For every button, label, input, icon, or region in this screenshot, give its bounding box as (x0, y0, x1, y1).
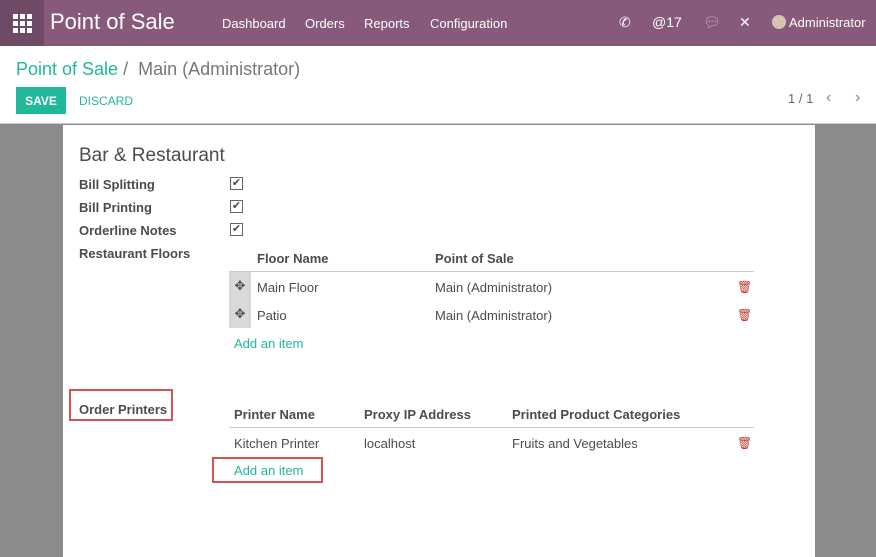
divider (229, 271, 754, 272)
chevron-left-icon[interactable]: ‹ (826, 89, 832, 106)
table-cell[interactable]: Main (Administrator) (435, 280, 553, 295)
chat-icon[interactable]: 💬︎ (703, 14, 721, 30)
field-label: Order Printers (79, 402, 168, 417)
divider (229, 427, 754, 428)
avatar (772, 15, 786, 29)
table-cell[interactable]: Kitchen Printer (234, 436, 320, 451)
add-floor-link[interactable]: Add an item (234, 336, 304, 351)
field-label: Restaurant Floors (79, 246, 191, 261)
column-header: Proxy IP Address (364, 407, 471, 422)
pager-value: 1 / 1 (788, 91, 814, 106)
control-panel: Point of Sale / Main (Administrator) SAV… (0, 46, 876, 124)
apps-menu-button[interactable] (0, 0, 44, 46)
menu-dashboard[interactable]: Dashboard (222, 16, 286, 31)
menu-reports[interactable]: Reports (364, 16, 410, 31)
user-menu[interactable]: Administrator (772, 15, 866, 30)
breadcrumb-root[interactable]: Point of Sale (16, 59, 119, 79)
breadcrumb-separator: / (123, 59, 129, 79)
mentions-count: 17 (666, 14, 682, 30)
breadcrumb: Point of Sale / Main (Administrator) (16, 59, 300, 80)
highlight-box (69, 389, 173, 421)
bill-splitting-checkbox[interactable]: ✔ (230, 177, 243, 190)
form-sheet: Bar & Restaurant Bill Splitting ✔ Bill P… (63, 125, 815, 557)
user-name: Administrator (789, 15, 866, 30)
tools-icon[interactable]: ✕ (739, 14, 751, 30)
drag-handle-icon[interactable]: ✥ (229, 300, 251, 328)
table-cell[interactable]: Main Floor (257, 280, 319, 295)
trash-icon[interactable]: 🗑︎ (737, 308, 753, 322)
trash-icon[interactable]: 🗑︎ (737, 436, 753, 450)
trash-icon[interactable]: 🗑︎ (737, 280, 753, 294)
save-button[interactable]: SAVE (16, 87, 66, 114)
orderline-notes-checkbox[interactable]: ✔ (230, 223, 243, 236)
menu-orders[interactable]: Orders (305, 16, 345, 31)
column-header: Printed Product Categories (512, 407, 681, 422)
field-label: Bill Splitting (79, 177, 155, 192)
chevron-right-icon[interactable]: › (855, 89, 861, 106)
discard-button[interactable]: DISCARD (79, 94, 134, 108)
menu-configuration[interactable]: Configuration (430, 16, 508, 31)
column-header: Point of Sale (435, 251, 514, 266)
column-header: Floor Name (257, 251, 329, 266)
breadcrumb-current: Main (Administrator) (138, 59, 301, 79)
app-title: Point of Sale (50, 9, 175, 34)
top-navbar: Point of Sale Dashboard Orders Reports C… (0, 0, 876, 46)
table-cell[interactable]: Fruits and Vegetables (512, 436, 638, 451)
drag-handle-icon[interactable]: ✥ (229, 272, 251, 300)
bill-printing-checkbox[interactable]: ✔ (230, 200, 243, 213)
phone-icon[interactable]: ✆ (619, 14, 631, 30)
highlight-box (212, 457, 323, 483)
at-icon: @ (652, 14, 667, 30)
table-cell[interactable]: Main (Administrator) (435, 308, 553, 323)
field-label: Orderline Notes (79, 223, 177, 238)
field-label: Bill Printing (79, 200, 152, 215)
mentions-button[interactable]: @17 (652, 14, 682, 30)
grid-icon (12, 13, 32, 33)
column-header: Printer Name (234, 407, 315, 422)
table-cell[interactable]: Patio (257, 308, 287, 323)
table-cell[interactable]: localhost (364, 436, 416, 451)
add-printer-link[interactable]: Add an item (234, 463, 304, 478)
section-title: Bar & Restaurant (79, 145, 225, 166)
